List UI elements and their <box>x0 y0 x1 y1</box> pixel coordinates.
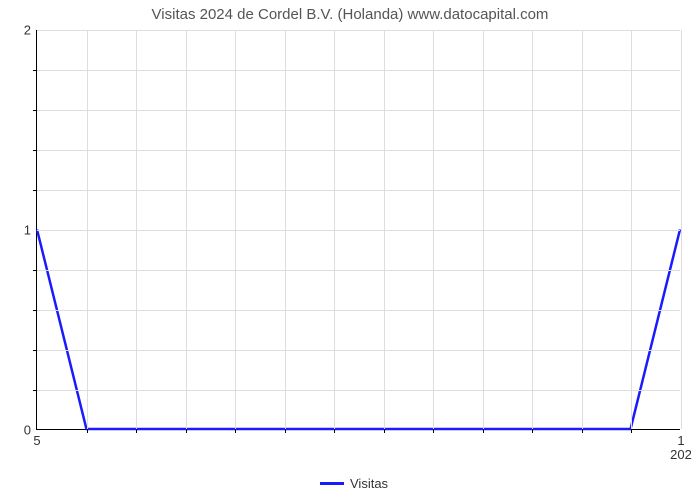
y-minor-tick <box>33 350 37 351</box>
gridline-h <box>37 150 680 151</box>
legend: Visitas <box>320 476 388 491</box>
y-tick-label: 0 <box>24 423 31 438</box>
plot-area: 01251202 <box>36 30 680 430</box>
legend-swatch <box>320 482 344 485</box>
gridline-h <box>37 30 680 31</box>
x-minor-tick <box>334 429 335 433</box>
y-minor-tick <box>33 190 37 191</box>
x-minor-tick <box>87 429 88 433</box>
y-minor-tick <box>33 390 37 391</box>
x-minor-tick <box>384 429 385 433</box>
y-minor-tick <box>33 270 37 271</box>
gridline-h <box>37 310 680 311</box>
y-minor-tick <box>33 70 37 71</box>
x-minor-tick <box>136 429 137 433</box>
x-minor-tick <box>186 429 187 433</box>
x-minor-tick <box>235 429 236 433</box>
chart-title: Visitas 2024 de Cordel B.V. (Holanda) ww… <box>0 6 700 23</box>
legend-label: Visitas <box>350 476 388 491</box>
x-minor-tick <box>285 429 286 433</box>
x-minor-tick <box>433 429 434 433</box>
y-minor-tick <box>33 150 37 151</box>
y-tick-label: 2 <box>24 23 31 38</box>
gridline-v <box>681 30 682 429</box>
gridline-h <box>37 230 680 231</box>
gridline-h <box>37 110 680 111</box>
x-minor-tick <box>532 429 533 433</box>
y-minor-tick <box>33 310 37 311</box>
x-secondary-label: 202 <box>670 447 692 462</box>
gridline-h <box>37 390 680 391</box>
y-minor-tick <box>33 110 37 111</box>
gridline-h <box>37 70 680 71</box>
x-tick-label: 1 <box>677 433 684 448</box>
y-tick-label: 1 <box>24 223 31 238</box>
x-minor-tick <box>631 429 632 433</box>
gridline-h <box>37 190 680 191</box>
x-tick-label: 5 <box>33 433 40 448</box>
x-minor-tick <box>483 429 484 433</box>
gridline-h <box>37 270 680 271</box>
x-minor-tick <box>582 429 583 433</box>
series-line <box>37 230 680 430</box>
gridline-h <box>37 350 680 351</box>
